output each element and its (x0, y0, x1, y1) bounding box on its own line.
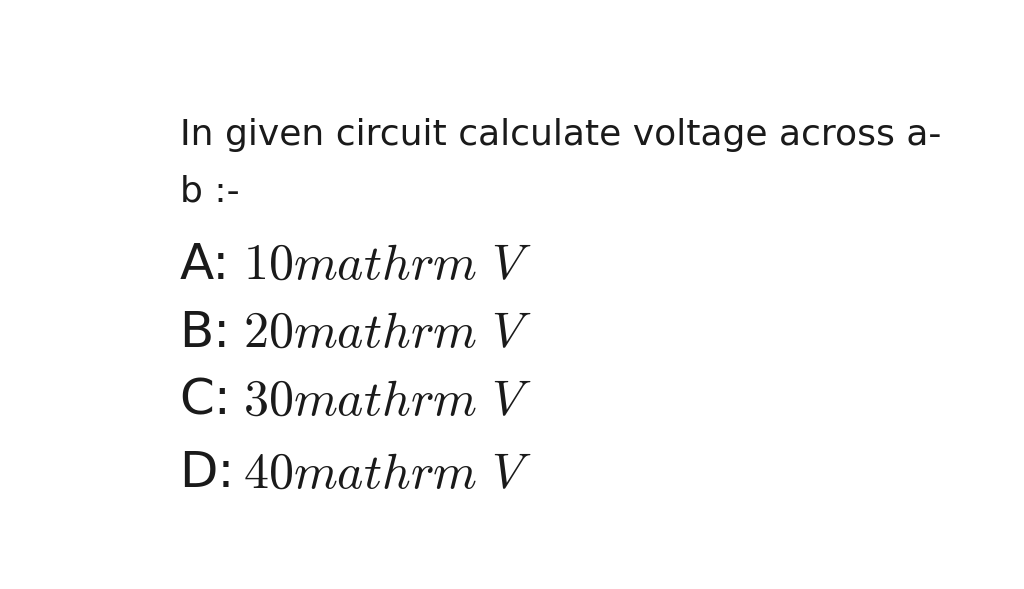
Text: C:: C: (179, 377, 231, 425)
Text: A:: A: (179, 241, 229, 289)
Text: $\mathit{10mathrm\ V}$: $\mathit{10mathrm\ V}$ (243, 241, 531, 289)
Text: B:: B: (179, 309, 230, 357)
Text: $\mathit{20mathrm\ V}$: $\mathit{20mathrm\ V}$ (243, 309, 531, 357)
Text: $\mathit{40mathrm\ V}$: $\mathit{40mathrm\ V}$ (243, 449, 531, 497)
Text: In given circuit calculate voltage across a-: In given circuit calculate voltage acros… (179, 118, 941, 153)
Text: b :-: b :- (179, 175, 240, 209)
Text: D:: D: (179, 449, 234, 497)
Text: $\mathit{30mathrm\ V}$: $\mathit{30mathrm\ V}$ (243, 377, 531, 425)
